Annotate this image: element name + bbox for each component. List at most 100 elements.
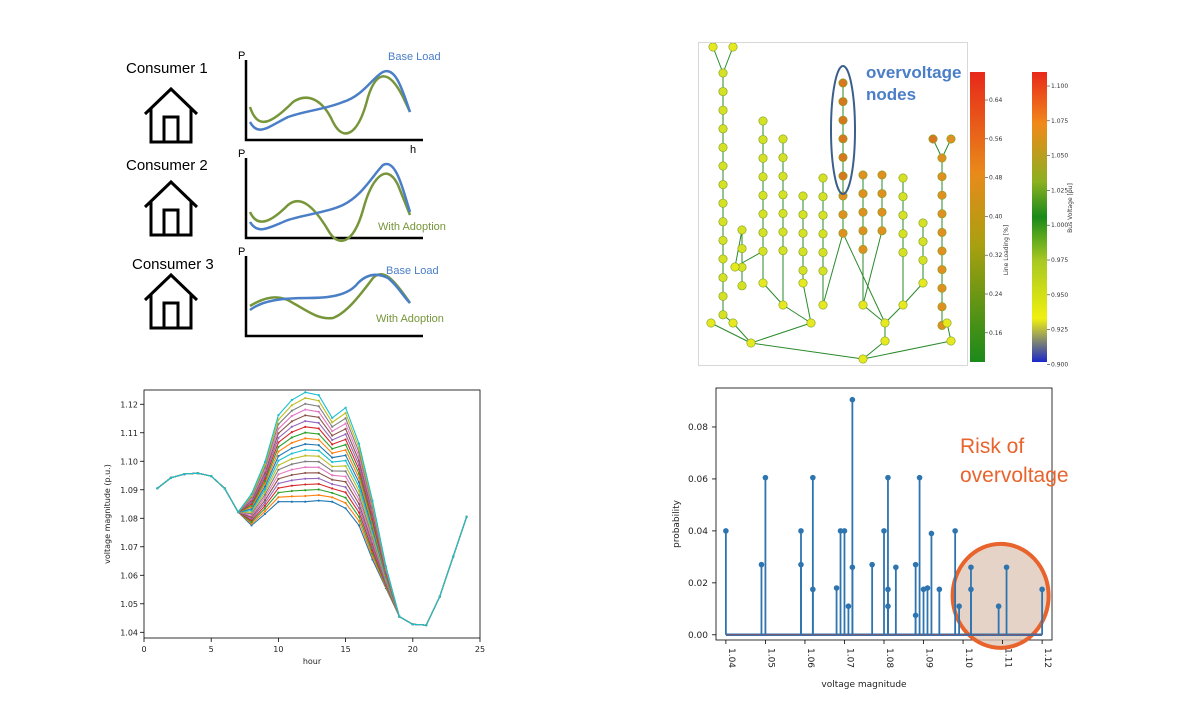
network-bus-node (937, 227, 947, 237)
network-bus-node (728, 42, 738, 52)
voltage-series-point (290, 398, 293, 402)
stem-marker (912, 612, 919, 619)
x-axis-label: voltage magnitude (821, 680, 907, 690)
voltage-series-point (196, 472, 199, 475)
y-tick-label: 1.09 (120, 486, 138, 495)
voltage-series-point (250, 504, 253, 507)
voltage-series-point (317, 460, 320, 463)
voltage-series-point (277, 459, 280, 462)
network-bus-node (718, 87, 728, 97)
voltage-series-point (290, 495, 293, 498)
stem-marker (762, 474, 769, 481)
voltage-series-point (357, 442, 361, 445)
consumer-2-house-icon (143, 179, 199, 237)
voltage-series-point (250, 512, 253, 515)
network-bus-node (818, 173, 828, 183)
bus-voltage-tick-label: 1.000 (1051, 222, 1068, 229)
consumer-3-label: Consumer 3 (132, 256, 214, 273)
network-bus-node (798, 265, 808, 275)
y-tick-label: 1.08 (120, 514, 138, 523)
voltage-series-point (317, 499, 320, 502)
network-bus-node (898, 229, 908, 239)
network-bus-node (737, 225, 747, 235)
network-line (862, 304, 886, 324)
voltage-series-point (304, 437, 307, 440)
x-axis-label: hour (303, 657, 322, 666)
network-bus-node (737, 244, 747, 254)
voltage-series-point (357, 515, 361, 518)
voltage-series-point (331, 469, 334, 472)
voltage-series-point (317, 443, 320, 447)
network-bus-node (838, 97, 848, 107)
network-line (782, 304, 812, 324)
voltage-series-point (277, 423, 280, 426)
voltage-series-point (169, 476, 172, 479)
network-bus-node (838, 134, 848, 144)
stem-marker (956, 603, 962, 610)
network-bus-node (778, 153, 788, 163)
voltage-series-point (290, 463, 293, 466)
network-bus-node (758, 228, 768, 238)
bus-voltage-tick-label: 0.950 (1051, 292, 1068, 299)
voltage-series-point (277, 496, 280, 499)
network-bus-node (778, 171, 788, 181)
network-bus-node (942, 318, 952, 328)
voltage-series-point (263, 493, 267, 496)
voltage-series-point (344, 507, 347, 510)
voltage-series-point (344, 501, 347, 505)
voltage-series-point (304, 466, 307, 469)
voltage-series-point (317, 432, 320, 436)
x-tick-label: 25 (475, 645, 485, 654)
network-bus-node (818, 266, 828, 276)
network-bus-node (928, 134, 938, 144)
stem-marker (723, 528, 729, 534)
voltage-series-point (263, 507, 267, 510)
stem-marker (837, 528, 844, 534)
bus-voltage-tick-label: 0.900 (1051, 361, 1068, 368)
x-tick-label: 1.10 (963, 648, 973, 668)
bus-voltage-tick-label: 1.025 (1051, 187, 1068, 194)
voltage-series-point (277, 427, 280, 430)
consumer-2-load-plot (244, 158, 423, 242)
network-bus-node (838, 228, 848, 238)
stem-marker (936, 586, 943, 593)
stem-marker (810, 474, 816, 481)
voltage-series-point (290, 404, 293, 407)
voltage-series-point (277, 413, 280, 417)
voltage-series-point (357, 502, 361, 505)
voltage-series-point (331, 456, 334, 459)
voltage-series-point (344, 454, 347, 457)
network-bus-node (937, 246, 947, 256)
stem-marker (885, 586, 891, 593)
network-bus-node (778, 190, 788, 200)
voltage-series-point (250, 509, 253, 512)
x-tick-label: 0 (141, 645, 146, 654)
line-loading-tick-label: 0.48 (989, 175, 1003, 182)
consumer-3-load-plot (244, 256, 423, 338)
network-bus-node (778, 227, 788, 237)
network-bus-node (918, 255, 928, 265)
voltage-series-point (331, 421, 334, 424)
voltage-series-point (344, 422, 347, 425)
network-bus-node (718, 291, 728, 301)
stem-marker (916, 474, 923, 481)
stem-marker (995, 603, 1002, 610)
voltage-series-point (277, 441, 280, 444)
voltage-series-point (290, 436, 293, 439)
voltage-series-point (344, 443, 347, 446)
network-bus-node (718, 161, 728, 171)
y-tick-label: 0.06 (688, 475, 708, 485)
voltage-series-point (344, 470, 347, 473)
y-tick-label: 0.02 (688, 579, 708, 589)
network-bus-node (758, 135, 768, 145)
voltage-series-point (344, 480, 347, 483)
voltage-series-point (290, 425, 293, 428)
y-axis-label: voltage magnitude (p.u.) (103, 464, 112, 564)
network-bus-node (708, 42, 718, 52)
voltage-series-point (290, 409, 293, 412)
voltage-series-point (263, 488, 267, 491)
voltage-series-point (304, 396, 307, 400)
voltage-series-point (344, 448, 347, 452)
network-line (750, 322, 812, 344)
network-bus-node (798, 247, 808, 257)
